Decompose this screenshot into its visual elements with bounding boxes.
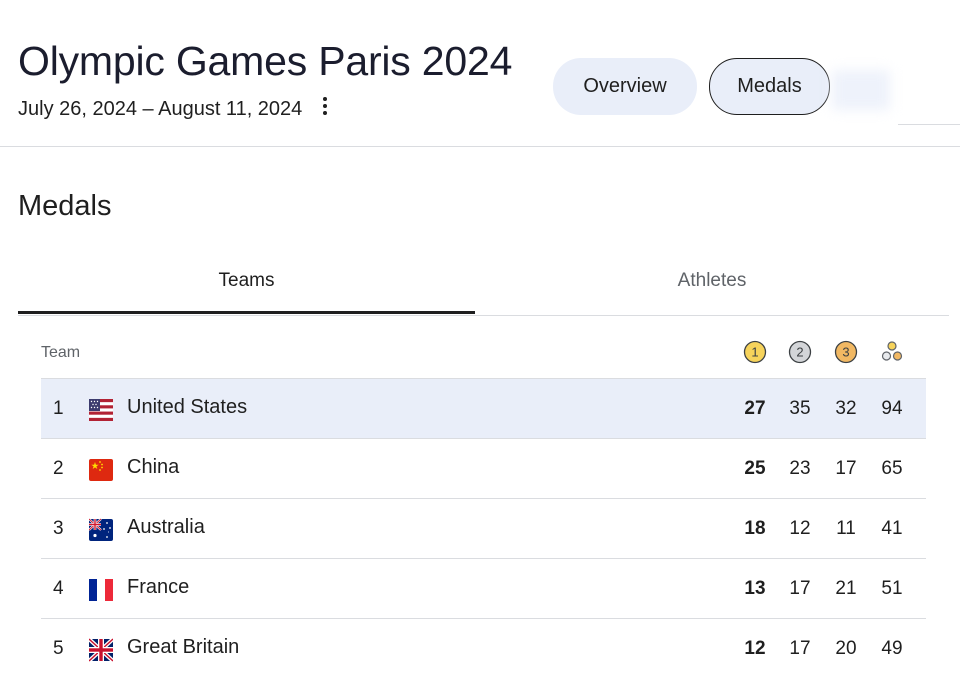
country-name: Great Britain — [127, 635, 240, 658]
section-title: Medals — [18, 190, 112, 222]
rank: 2 — [53, 458, 64, 479]
tab-teams-label: Teams — [218, 270, 275, 291]
total-count: 49 — [881, 638, 903, 659]
table-row-france[interactable]: 4 France 13 17 21 51 — [41, 558, 926, 618]
table-row-australia[interactable]: 3 Australia 18 12 11 41 — [41, 498, 926, 558]
bronze-medal-icon-label: 3 — [842, 345, 849, 360]
table-row-china[interactable]: 2 China 25 23 17 65 — [41, 438, 926, 498]
united-states-flag-icon — [89, 399, 113, 421]
gold-medal-icon-label: 1 — [751, 345, 758, 360]
total-count: 94 — [881, 398, 903, 419]
country-name: France — [127, 575, 190, 598]
tab-athletes-label: Athletes — [677, 270, 747, 291]
overview-chip[interactable]: Overview — [553, 58, 697, 115]
event-dates: July 26, 2024 – August 11, 2024 — [18, 98, 303, 120]
country-name: United States — [127, 395, 248, 418]
more-options-icon[interactable] — [318, 95, 332, 117]
china-flag-icon — [89, 459, 113, 481]
active-tab-indicator — [18, 311, 475, 314]
france-flag-icon — [89, 579, 113, 601]
silver-count: 35 — [789, 398, 811, 419]
rank: 4 — [53, 578, 64, 599]
total-count: 51 — [881, 578, 903, 599]
total-count: 65 — [881, 458, 903, 479]
gold-count: 13 — [744, 578, 766, 599]
header-divider — [0, 146, 960, 147]
australia-flag-icon — [89, 518, 113, 541]
gold-count: 18 — [744, 518, 766, 539]
gold-medal-icon: 1 — [743, 340, 767, 364]
silver-count: 23 — [789, 458, 811, 479]
table-header: Team 1 2 3 — [41, 334, 926, 378]
bronze-count: 11 — [836, 518, 856, 539]
country-name: Australia — [127, 515, 205, 538]
gold-count: 27 — [744, 398, 766, 419]
silver-count: 17 — [789, 638, 811, 659]
overview-chip-label: Overview — [583, 75, 667, 97]
medals-chip-label: Medals — [737, 75, 802, 97]
table-row-great-britain[interactable]: 5 Great Britain 12 17 20 49 — [41, 618, 926, 678]
bronze-count: 20 — [835, 638, 857, 659]
tab-athletes[interactable]: Athletes — [475, 248, 949, 314]
country-name: China — [127, 455, 180, 478]
partially-hidden-chip[interactable] — [832, 70, 890, 110]
silver-count: 12 — [789, 518, 811, 539]
silver-medal-icon-label: 2 — [796, 345, 803, 360]
gold-count: 12 — [744, 638, 766, 659]
rank: 5 — [53, 638, 64, 659]
bronze-count: 21 — [835, 578, 857, 599]
header-edge-divider — [898, 124, 960, 125]
silver-count: 17 — [789, 578, 811, 599]
gold-count: 25 — [744, 458, 766, 479]
tab-divider — [18, 315, 949, 316]
page-title: Olympic Games Paris 2024 — [18, 38, 513, 84]
bronze-count: 17 — [835, 458, 857, 479]
total-count: 41 — [881, 518, 903, 539]
bronze-medal-icon: 3 — [834, 340, 858, 364]
team-column-header: Team — [41, 344, 81, 361]
table-row-united-states[interactable]: 1 United States 27 35 32 94 — [41, 378, 926, 438]
tab-teams[interactable]: Teams — [18, 248, 475, 314]
silver-medal-icon: 2 — [788, 340, 812, 364]
rank: 3 — [53, 518, 64, 539]
bronze-count: 32 — [835, 398, 857, 419]
total-medals-icon — [881, 341, 903, 361]
great-britain-flag-icon — [89, 638, 113, 662]
medals-chip[interactable]: Medals — [709, 58, 830, 115]
rank: 1 — [53, 398, 64, 419]
